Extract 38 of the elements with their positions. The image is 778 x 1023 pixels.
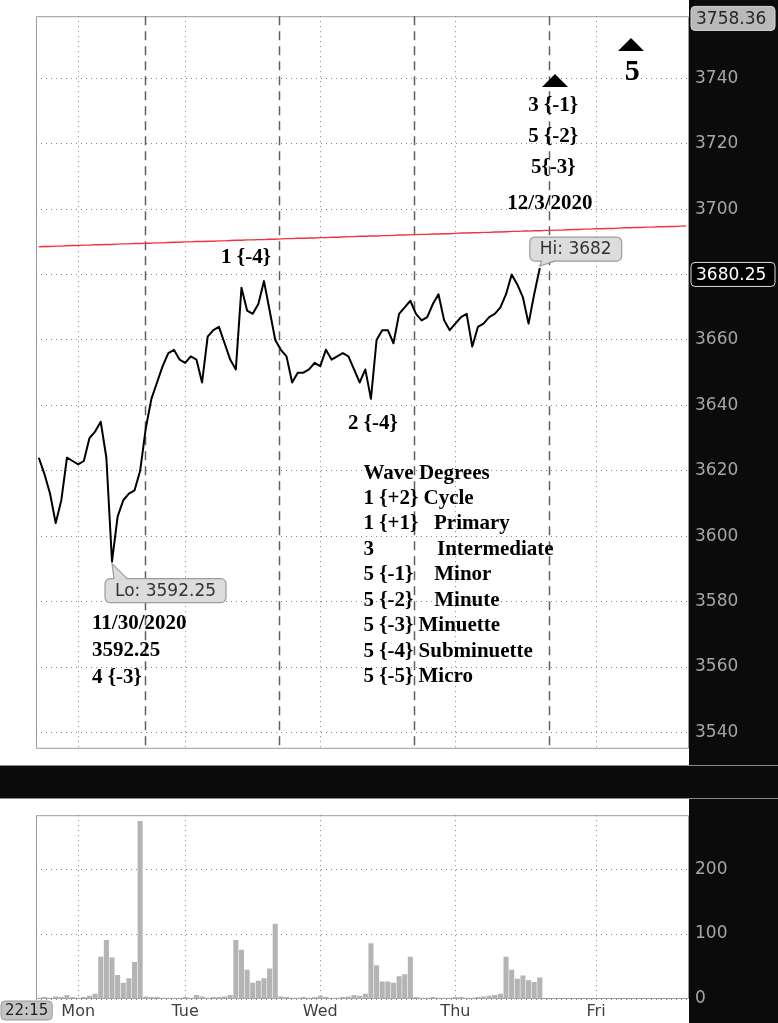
annotation: 5 {-1} Minor	[363, 561, 492, 586]
annotation: Lo: 3592.25	[115, 580, 217, 601]
y-tick-label: 3740	[695, 66, 739, 87]
x-tick-label: Mon	[61, 1000, 96, 1020]
y-tick-label: 3560	[695, 655, 739, 676]
annotation: 1 {-4}	[221, 244, 271, 269]
text: 3680.25	[696, 263, 767, 284]
text: 22:15	[5, 1001, 49, 1020]
annotation: 12/3/2020	[507, 190, 593, 215]
y-tick-label: 3540	[695, 720, 739, 741]
annotation: 5 {-4} Subminuette	[363, 637, 533, 662]
y-tick-label: 3640	[695, 393, 739, 414]
annotation: 11/30/2020 3592.25 4 {-3}	[92, 609, 187, 688]
text: 3758.36	[696, 7, 767, 28]
annotation: 5 {-2} Minute	[363, 586, 500, 611]
y-tick-label: 100	[695, 922, 728, 943]
annotation: 5	[624, 52, 640, 86]
y-tick-label: 3660	[695, 328, 739, 349]
x-tick-label: Tue	[170, 1000, 199, 1020]
annotation: 5 {-5} Micro	[363, 663, 473, 688]
annotation: 1 {+2} Cycle	[363, 484, 474, 509]
annotation: 2 {-4}	[348, 409, 398, 434]
x-tick-label: Fri	[586, 1000, 606, 1020]
y-tick-label: 3620	[695, 459, 739, 480]
y-tick-label: 3600	[695, 524, 739, 545]
annotation: Wave Degrees	[363, 459, 490, 484]
annotation: Hi: 3682	[539, 238, 612, 259]
annotation: 3 {-1} 5 {-2} 5{-3}	[528, 92, 579, 179]
x-tick-label: Wed	[302, 1000, 338, 1020]
y-tick-label: 200	[695, 857, 728, 878]
annotation: 5 {-3} Minuette	[363, 612, 501, 637]
y-tick-label: 0	[695, 987, 706, 1008]
y-tick-label: 3580	[695, 590, 739, 611]
annotation: 1 {+1} Primary	[363, 510, 511, 535]
x-tick-label: Thu	[439, 1000, 471, 1020]
y-tick-label: 3700	[695, 197, 739, 218]
y-tick-label: 3720	[695, 132, 739, 153]
annotation: 3 Intermediate	[363, 535, 554, 560]
